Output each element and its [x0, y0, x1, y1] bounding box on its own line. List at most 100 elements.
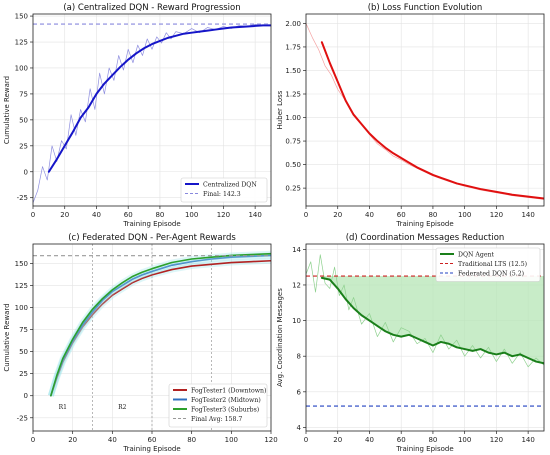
legend-label-2: Federated DQN (5.2) [458, 270, 524, 277]
y-tick-label-6: 125 [15, 282, 28, 290]
x-tick-label-6: 120 [264, 436, 277, 444]
round-label-0: R1 [59, 404, 67, 411]
series-line-1 [33, 24, 271, 204]
y-tick-label-0: 4 [297, 424, 302, 432]
legend: Centralized DQN Final: 142.3 [180, 177, 268, 203]
x-axis-label: Training Episode [395, 445, 453, 453]
y-tick-label-7: 2.00 [285, 20, 301, 28]
y-axis-label: Avg. Coordination Messages [276, 288, 284, 387]
panel-title: (b) Loss Function Evolution [368, 3, 483, 13]
y-tick-label-2: 25 [19, 370, 28, 378]
y-axis-label: Huber Loss [276, 90, 284, 129]
x-tick-label-6: 120 [490, 211, 503, 219]
y-tick-label-5: 1.50 [285, 67, 301, 75]
y-tick-label-5: 14 [292, 246, 301, 254]
y-tick-label-7: 150 [15, 260, 28, 268]
x-axis-label: Training Episode [122, 445, 180, 453]
plot-area [306, 23, 544, 200]
legend-label-3: Final Avg: 158.7 [191, 416, 242, 423]
y-tick-label-3: 10 [292, 317, 301, 325]
x-tick-label-5: 100 [185, 211, 198, 219]
x-tick-label-1: 20 [333, 436, 342, 444]
panel-c: R1 R2 0 20 40 60 80 100 120 -25 0 25 50 75 100 125 150 (c… [3, 233, 278, 453]
x-tick-label-5: 100 [458, 436, 471, 444]
plot-frame [305, 243, 545, 432]
plot-area [33, 23, 271, 204]
series-line-2 [50, 252, 271, 397]
x-tick-label-2: 40 [365, 211, 374, 219]
y-tick-label-4: 12 [292, 281, 301, 289]
y-tick-label-3: 1.00 [285, 114, 301, 122]
legend-label-0: FogTester1 (Downtown) [191, 387, 266, 394]
legend-label-0: DQN Agent [458, 251, 494, 258]
x-tick-label-1: 20 [333, 211, 342, 219]
x-tick-label-5: 100 [458, 211, 471, 219]
x-tick-label-0: 0 [31, 436, 35, 444]
plot-frame [32, 13, 272, 207]
series-line-1 [50, 254, 271, 397]
panel-d: 0 20 40 60 80 100 120 140 4 6 8 10 12 14 (d) Coordinat… [276, 233, 545, 453]
x-tick-label-1: 20 [68, 436, 77, 444]
legend-label-2: FogTester3 (Suburbs) [191, 406, 259, 413]
series-line-0 [320, 41, 544, 200]
plot-frame [305, 13, 545, 207]
panel-title: (a) Centralized DQN - Reward Progression [63, 3, 240, 13]
y-tick-label-6: 125 [15, 39, 28, 47]
y-tick-label-7: 150 [15, 13, 28, 21]
legend-label-1: Traditional LTS (12.5) [458, 261, 527, 268]
y-tick-label-4: 75 [19, 326, 28, 334]
x-tick-label-4: 80 [428, 436, 437, 444]
y-tick-label-1: 6 [297, 388, 302, 396]
legend: DQN Agent Traditional LTS (12.5) Federated… [435, 247, 541, 282]
panel-title: (c) Federated DQN - Per-Agent Rewards [68, 233, 236, 243]
plot-area [33, 244, 271, 431]
x-tick-label-2: 40 [365, 436, 374, 444]
x-tick-label-4: 80 [187, 436, 196, 444]
y-tick-label-0: 0.25 [285, 185, 301, 193]
y-tick-label-4: 1.25 [285, 91, 301, 99]
y-tick-label-3: 50 [19, 116, 28, 124]
x-tick-label-4: 80 [428, 211, 437, 219]
x-tick-label-7: 140 [521, 211, 534, 219]
y-tick-label-2: 0.75 [285, 138, 301, 146]
y-tick-label-1: 0 [24, 392, 28, 400]
x-tick-label-4: 80 [155, 211, 164, 219]
series-line-1 [306, 23, 544, 200]
y-axis-label: Cumulative Reward [3, 303, 11, 371]
y-tick-label-5: 100 [15, 64, 28, 72]
y-tick-label-0: -25 [17, 414, 28, 422]
legend-label-1: Final: 142.3 [203, 191, 241, 198]
x-tick-label-0: 0 [304, 211, 308, 219]
x-tick-label-7: 140 [248, 211, 261, 219]
series-line-1 [306, 254, 544, 368]
series-line-0 [47, 24, 271, 173]
x-tick-label-5: 100 [225, 436, 238, 444]
y-tick-label-2: 25 [19, 142, 28, 150]
x-tick-label-1: 20 [60, 211, 69, 219]
x-tick-label-7: 140 [521, 436, 534, 444]
panel-title: (d) Coordination Messages Reduction [346, 233, 505, 243]
plot-area [306, 254, 544, 407]
fill-between-area [321, 276, 544, 364]
x-tick-label-3: 60 [148, 436, 157, 444]
y-tick-label-6: 1.75 [285, 43, 301, 51]
series-line-0 [320, 276, 544, 365]
x-tick-label-2: 40 [108, 436, 117, 444]
legend-label-0: Centralized DQN [203, 181, 257, 188]
round-label-1: R2 [118, 404, 127, 411]
x-tick-label-6: 120 [217, 211, 230, 219]
y-tick-label-0: -25 [17, 194, 28, 202]
y-axis-label: Cumulative Reward [3, 76, 11, 144]
legend: FogTester1 (Downtown) FogTester2 (Midtown… [168, 383, 268, 428]
x-tick-label-0: 0 [31, 211, 35, 219]
y-tick-label-2: 8 [297, 353, 301, 361]
x-axis-label: Training Episode [395, 220, 453, 228]
x-tick-label-0: 0 [304, 436, 308, 444]
legend-box [168, 383, 268, 428]
x-tick-label-2: 40 [92, 211, 101, 219]
x-axis-label: Training Episode [122, 220, 180, 228]
legend-label-1: FogTester2 (Midtown) [191, 397, 261, 404]
legend-box [180, 177, 268, 203]
series-line-0 [50, 259, 271, 397]
